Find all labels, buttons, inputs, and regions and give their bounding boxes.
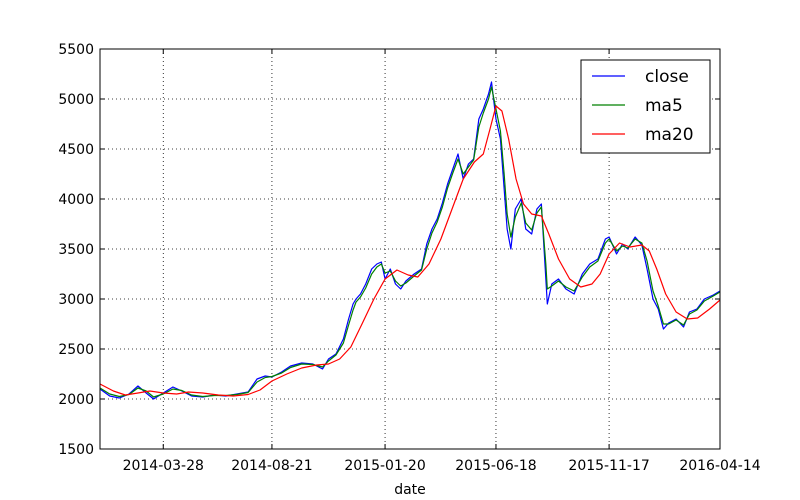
- series-layer: [99, 81, 721, 400]
- y-tick-label: 4500: [58, 142, 94, 158]
- legend-label-ma5: ma5: [645, 96, 683, 116]
- x-axis-tick-labels: 2014-03-28 2014-08-21 2015-01-20 2015-06-18…: [123, 458, 761, 474]
- y-tick-label: 5500: [58, 42, 94, 58]
- series-line-close: [99, 81, 721, 400]
- y-axis-tick-labels: 1500 2000 2500 3000 3500 4000 4500 5000 5500: [58, 42, 94, 458]
- y-tick-label: 3000: [58, 292, 94, 308]
- y-tick-label: 5000: [58, 92, 94, 108]
- series-line-ma20: [99, 105, 721, 397]
- x-tick-label: 2014-03-28: [123, 458, 204, 474]
- x-tick-label: 2014-08-21: [231, 458, 312, 474]
- y-tick-label: 2500: [58, 342, 94, 358]
- y-tick-label: 2000: [58, 392, 94, 408]
- y-tick-label: 3500: [58, 242, 94, 258]
- x-tick-label: 2015-01-20: [344, 458, 425, 474]
- series-line-ma5: [99, 86, 721, 398]
- x-axis-title: date: [394, 482, 426, 498]
- x-tick-label: 2015-06-18: [455, 458, 536, 474]
- axis-ticks: [100, 48, 721, 450]
- x-tick-label: 2015-11-17: [568, 458, 649, 474]
- y-tick-label: 4000: [58, 192, 94, 208]
- y-tick-label: 1500: [58, 442, 94, 458]
- legend: close ma5 ma20: [580, 59, 711, 154]
- legend-label-ma20: ma20: [645, 125, 694, 145]
- x-tick-label: 2016-04-14: [679, 458, 760, 474]
- legend-label-close: close: [645, 67, 689, 87]
